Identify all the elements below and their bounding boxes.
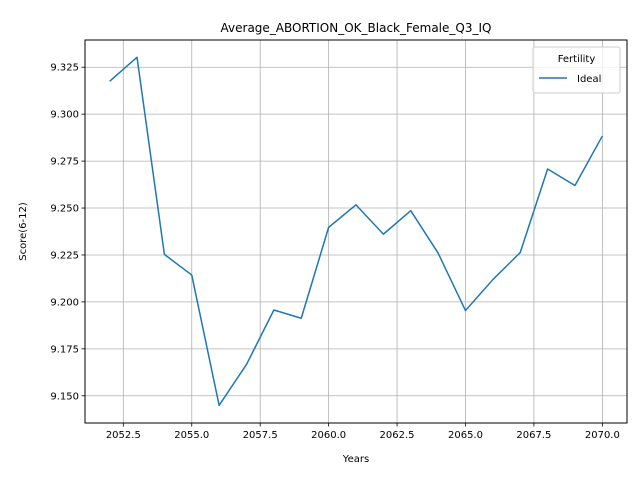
legend-title: Fertility — [558, 54, 596, 65]
plot-frame — [84, 39, 628, 424]
x-tick-label: 2062.5 — [380, 430, 415, 441]
x-tick-label: 2055.0 — [174, 430, 209, 441]
y-axis-label: Score(6-12) — [18, 202, 29, 261]
legend-box — [532, 46, 621, 94]
series-line-ideal — [109, 56, 604, 407]
x-tick-label: 2067.5 — [516, 430, 551, 441]
grid-lines — [85, 40, 627, 423]
y-tick-label: 9.325 — [50, 63, 79, 74]
series-layer — [109, 56, 604, 407]
y-tick-label: 9.150 — [50, 391, 79, 402]
x-tick-label: 2057.5 — [243, 430, 278, 441]
legend: Fertility Ideal — [532, 46, 621, 94]
x-axis-label: Years — [342, 454, 369, 465]
y-tick-label: 9.275 — [50, 157, 79, 168]
y-tick-label: 9.175 — [50, 344, 79, 355]
y-tick-label: 9.225 — [50, 250, 79, 261]
x-axis-ticks: 2052.5 2055.0 2057.5 2060.0 2062.5 2065.0 2067… — [106, 423, 620, 441]
x-tick-label: 2052.5 — [106, 430, 141, 441]
legend-label-ideal: Ideal — [577, 74, 601, 85]
y-tick-label: 9.200 — [50, 297, 79, 308]
chart-title: Average_ABORTION_OK_Black_Female_Q3_IQ — [221, 21, 492, 35]
x-tick-label: 2065.0 — [448, 430, 483, 441]
y-axis-ticks: 9.150 9.175 9.200 9.225 9.250 9.275 9.300 9.325 — [50, 63, 85, 402]
y-tick-label: 9.300 — [50, 110, 79, 121]
x-tick-label: 2060.0 — [311, 430, 346, 441]
y-tick-label: 9.250 — [50, 204, 79, 215]
x-tick-label: 2070.0 — [585, 430, 620, 441]
